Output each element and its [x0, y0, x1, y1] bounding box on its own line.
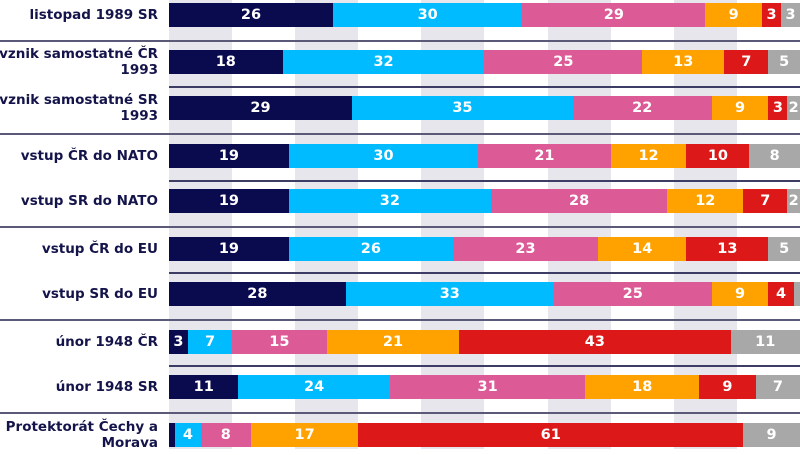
bar-segment: 9 [711, 282, 769, 306]
row-label: vznik samostatné ČR 1993 [0, 46, 158, 78]
bar-segment: 8 [749, 144, 800, 168]
group-divider [0, 133, 800, 135]
bar-segment: 19 [169, 189, 289, 213]
bar-segment: 19 [169, 237, 289, 261]
bar-segment: 10 [686, 144, 750, 168]
row-label: vstup ČR do NATO [20, 148, 158, 164]
grid-band [421, 0, 485, 449]
bar-segment: 29 [169, 96, 352, 120]
bar-segment: 31 [389, 375, 586, 399]
bar-segment [169, 423, 176, 447]
grid-band [673, 0, 737, 449]
bar-segment: 18 [169, 50, 283, 74]
stacked-bar: 19 30 21 12 10 8 [169, 144, 800, 168]
bar-segment: 43 [459, 330, 731, 354]
row-label: listopad 1989 SR [29, 7, 158, 23]
bar-segment: 28 [490, 189, 668, 213]
bar-segment: 5 [768, 50, 800, 74]
group-divider [0, 319, 800, 321]
bar-segment: 14 [598, 237, 687, 261]
row-divider [169, 180, 800, 182]
row-divider [169, 272, 800, 274]
grid-band [295, 0, 359, 449]
bar-segment: 7 [755, 375, 800, 399]
bar-segment: 13 [642, 50, 725, 74]
bar-segment: 8 [200, 423, 251, 447]
bar-segment: 11 [730, 330, 800, 354]
bar-segment: 2 [787, 96, 800, 120]
bar-segment: 5 [768, 237, 800, 261]
stacked-bar: 19 32 28 12 7 2 [169, 189, 800, 213]
bar-segment: 26 [169, 3, 334, 27]
bar-segment: 7 [743, 189, 788, 213]
bar-segment: 3 [768, 96, 788, 120]
bar-segment: 25 [553, 282, 712, 306]
row-divider [169, 365, 800, 367]
bar-segment: 29 [522, 3, 706, 27]
stacked-bar: 11 24 31 18 9 7 [169, 375, 800, 399]
bar-segment: 22 [572, 96, 712, 120]
bar-segment: 28 [169, 282, 346, 306]
bar-segment: 18 [585, 375, 700, 399]
row-label: únor 1948 SR [55, 379, 158, 395]
stacked-bar: 18 32 25 13 7 5 [169, 50, 800, 74]
bar-segment: 23 [452, 237, 599, 261]
bar-segment: 24 [238, 375, 390, 399]
row-label: vstup SR do EU [42, 286, 158, 302]
stacked-bar: 29 35 22 9 3 2 [169, 96, 800, 120]
row-label: únor 1948 ČR [55, 334, 158, 350]
bar-segment: 17 [251, 423, 359, 447]
stacked-bar: 26 30 29 9 3 3 [169, 3, 800, 27]
bar-segment: 25 [484, 50, 643, 74]
bar-segment: 21 [478, 144, 611, 168]
bar-segment: 4 [768, 282, 794, 306]
row-label: vstup SR do NATO [20, 193, 158, 209]
background-bands [169, 0, 800, 449]
stacked-bar: 28 33 25 9 4 [169, 282, 800, 306]
row-label: Protektorát Čechy a Morava [5, 419, 158, 451]
stacked-bar: 3 7 15 21 43 11 [169, 330, 800, 354]
bar-segment: 30 [288, 144, 479, 168]
bar-segment: 12 [667, 189, 744, 213]
grid-band [169, 0, 233, 449]
bar-segment: 26 [288, 237, 453, 261]
bar-segment: 4 [175, 423, 201, 447]
bar-segment [793, 282, 800, 306]
bar-segment: 3 [169, 330, 188, 354]
bar-segment: 9 [705, 3, 763, 27]
bar-segment: 19 [169, 144, 289, 168]
row-label: vznik samostatné SR 1993 [0, 92, 158, 124]
stacked-bar: 4 8 17 61 9 [169, 423, 800, 447]
row-label: vstup ČR do EU [41, 241, 158, 257]
grid-band [547, 0, 611, 449]
bar-segment: 9 [711, 96, 769, 120]
bar-segment: 32 [288, 189, 491, 213]
bar-segment: 3 [781, 3, 800, 27]
bar-segment: 12 [610, 144, 687, 168]
bar-segment: 7 [187, 330, 233, 354]
group-divider [0, 412, 800, 414]
bar-segment: 32 [282, 50, 485, 74]
bar-segment: 30 [333, 3, 523, 27]
bar-segment: 3 [762, 3, 782, 27]
bar-segment: 61 [358, 423, 744, 447]
bar-segment: 13 [686, 237, 769, 261]
bar-segment: 7 [724, 50, 769, 74]
stacked-bar: 19 26 23 14 13 5 [169, 237, 800, 261]
group-divider [0, 40, 800, 42]
group-divider [0, 226, 800, 228]
bar-segment: 9 [743, 423, 800, 447]
bar-segment: 15 [232, 330, 327, 354]
row-divider [169, 86, 800, 88]
bar-segment: 21 [326, 330, 460, 354]
bar-segment: 9 [699, 375, 756, 399]
bar-segment: 33 [345, 282, 554, 306]
bar-segment: 2 [787, 189, 800, 213]
bar-segment: 35 [351, 96, 573, 120]
bar-segment: 11 [169, 375, 239, 399]
